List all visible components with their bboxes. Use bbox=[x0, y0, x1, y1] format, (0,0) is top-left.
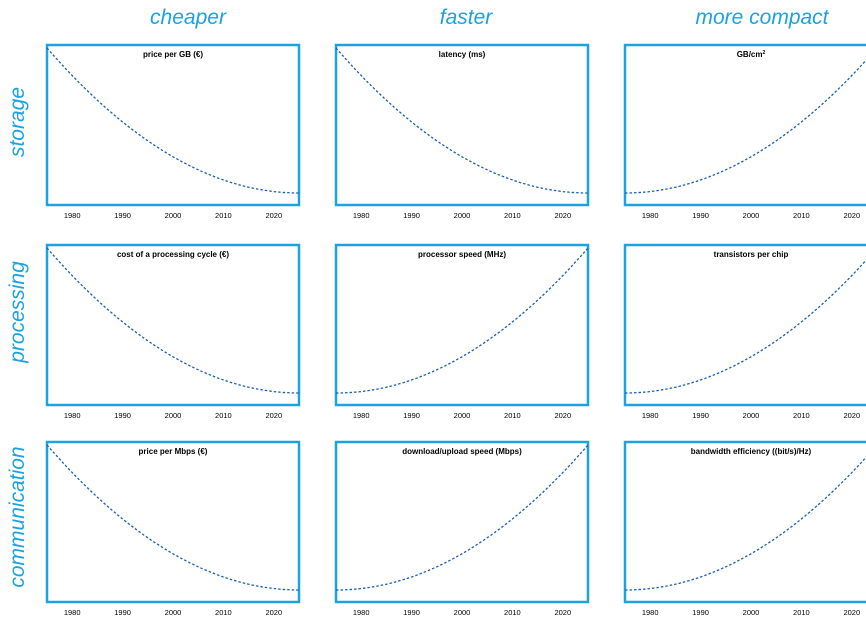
trend-line bbox=[46, 444, 299, 591]
trend-line bbox=[625, 59, 866, 194]
panel-cost-of-a-processing-cycle: cost of a processing cycle (€) 1980 1990 20… bbox=[45, 243, 301, 420]
panel-processor-speed-mhz: processor speed (MHz) 1980 1990 2000 2010 202… bbox=[334, 243, 590, 420]
panel-title: latency (ms) bbox=[439, 50, 486, 59]
panel-latency-ms: latency (ms) 1980 1990 2000 2010 2020 bbox=[334, 43, 590, 220]
x-tick-label: 2010 bbox=[793, 608, 810, 617]
panel-gb-cm: GB/cm2 1980 1990 2000 2010 2020 bbox=[623, 43, 866, 220]
x-tick-label: 2020 bbox=[843, 608, 860, 617]
trend-line bbox=[335, 47, 588, 194]
panel-frame bbox=[623, 440, 866, 604]
panel-title: processor speed (MHz) bbox=[418, 250, 506, 259]
x-tick-label: 1980 bbox=[64, 211, 81, 220]
x-tick-label: 1990 bbox=[403, 211, 420, 220]
panel-title: price per GB (€) bbox=[143, 50, 203, 59]
trend-line bbox=[625, 259, 866, 394]
trend-line bbox=[46, 247, 299, 394]
x-tick-label: 2000 bbox=[165, 211, 182, 220]
x-tick-label: 2010 bbox=[793, 211, 810, 220]
x-tick-label: 2000 bbox=[454, 608, 471, 617]
x-tick-label: 1990 bbox=[114, 608, 131, 617]
trend-line bbox=[625, 456, 866, 591]
x-tick-label: 1980 bbox=[642, 608, 659, 617]
panel-price-per-gb: price per GB (€) 1980 1990 2000 2010 2020 bbox=[45, 43, 301, 220]
x-tick-label: 2020 bbox=[265, 411, 282, 420]
x-tick-label: 1980 bbox=[64, 608, 81, 617]
panel-title: cost of a processing cycle (€) bbox=[117, 250, 229, 259]
panel-frame bbox=[334, 243, 590, 407]
x-tick-label: 1990 bbox=[692, 211, 709, 220]
panel-transistors-per-chip: transistors per chip 1980 1990 2000 2010 2020 bbox=[623, 243, 866, 420]
panel-price-per-mbps: price per Mbps (€) 1980 1990 2000 2010 2020 bbox=[45, 440, 301, 617]
x-tick-label: 2010 bbox=[215, 211, 232, 220]
x-tick-label: 2010 bbox=[793, 411, 810, 420]
x-tick-label: 1990 bbox=[403, 608, 420, 617]
panel-frame bbox=[45, 440, 301, 604]
x-tick-label: 2020 bbox=[843, 411, 860, 420]
column-header-faster: faster bbox=[439, 6, 493, 29]
panel-frame bbox=[623, 243, 866, 407]
trend-line bbox=[46, 47, 299, 194]
x-tick-label: 2020 bbox=[554, 411, 571, 420]
panel-frame bbox=[45, 43, 301, 207]
trend-line bbox=[336, 444, 589, 591]
x-tick-label: 2020 bbox=[554, 211, 571, 220]
panel-title: price per Mbps (€) bbox=[139, 447, 208, 456]
x-tick-label: 2010 bbox=[215, 411, 232, 420]
panel-title: transistors per chip bbox=[714, 250, 789, 259]
x-tick-label: 1990 bbox=[692, 608, 709, 617]
x-tick-label: 2000 bbox=[165, 608, 182, 617]
x-tick-label: 2000 bbox=[743, 411, 760, 420]
x-tick-label: 1990 bbox=[403, 411, 420, 420]
x-tick-label: 1980 bbox=[64, 411, 81, 420]
x-tick-label: 2020 bbox=[554, 608, 571, 617]
x-tick-label: 2000 bbox=[454, 211, 471, 220]
x-tick-label: 2010 bbox=[504, 211, 521, 220]
x-tick-label: 1990 bbox=[114, 411, 131, 420]
x-tick-label: 1980 bbox=[353, 608, 370, 617]
panel-title-superscript: 2 bbox=[763, 50, 766, 56]
x-tick-label: 1990 bbox=[692, 411, 709, 420]
x-tick-label: 2010 bbox=[504, 608, 521, 617]
panel-frame bbox=[45, 243, 301, 407]
x-tick-label: 2010 bbox=[504, 411, 521, 420]
panel-title: download/upload speed (Mbps) bbox=[402, 447, 522, 456]
x-tick-label: 2020 bbox=[843, 211, 860, 220]
column-header-cheaper: cheaper bbox=[150, 6, 226, 29]
panel-bandwidth-efficiency-bit-s-hz: bandwidth efficiency ((bit/s)/Hz) 1980 199… bbox=[623, 440, 866, 617]
x-tick-label: 2000 bbox=[743, 211, 760, 220]
trend-line bbox=[336, 247, 589, 394]
panel-title: GB/cm2 bbox=[737, 50, 766, 59]
x-tick-label: 2010 bbox=[215, 608, 232, 617]
panel-frame bbox=[623, 43, 866, 207]
panel-frame bbox=[334, 440, 590, 604]
x-tick-label: 2000 bbox=[743, 608, 760, 617]
x-tick-label: 2000 bbox=[454, 411, 471, 420]
column-header-more-compact: more compact bbox=[695, 6, 829, 29]
x-tick-label: 1980 bbox=[642, 411, 659, 420]
panel-download-upload-speed-mbps: download/upload speed (Mbps) 1980 1990 2000… bbox=[334, 440, 590, 617]
x-tick-label: 2020 bbox=[265, 211, 282, 220]
x-tick-label: 1980 bbox=[353, 211, 370, 220]
x-tick-label: 1980 bbox=[642, 211, 659, 220]
x-tick-label: 1980 bbox=[353, 411, 370, 420]
x-tick-label: 2020 bbox=[265, 608, 282, 617]
x-tick-label: 2000 bbox=[165, 411, 182, 420]
panel-title: bandwidth efficiency ((bit/s)/Hz) bbox=[691, 447, 812, 456]
x-tick-label: 1990 bbox=[114, 211, 131, 220]
panel-frame bbox=[334, 43, 590, 207]
